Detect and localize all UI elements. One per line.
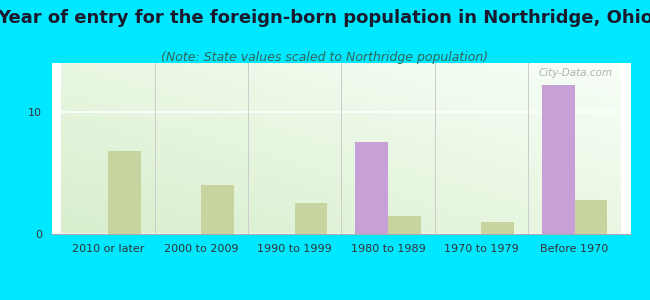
Bar [202,185,234,234]
Bar [575,200,607,234]
Text: Year of entry for the foreign-born population in Northridge, Ohio: Year of entry for the foreign-born popul… [0,9,650,27]
Text: (Note: State values scaled to Northridge population): (Note: State values scaled to Northridge… [161,51,489,64]
Bar [108,151,140,234]
Bar [294,203,327,234]
Bar [356,142,388,234]
Bar [542,85,575,234]
Bar [481,222,514,234]
Text: City-Data.com: City-Data.com [539,68,613,78]
Bar [388,216,421,234]
